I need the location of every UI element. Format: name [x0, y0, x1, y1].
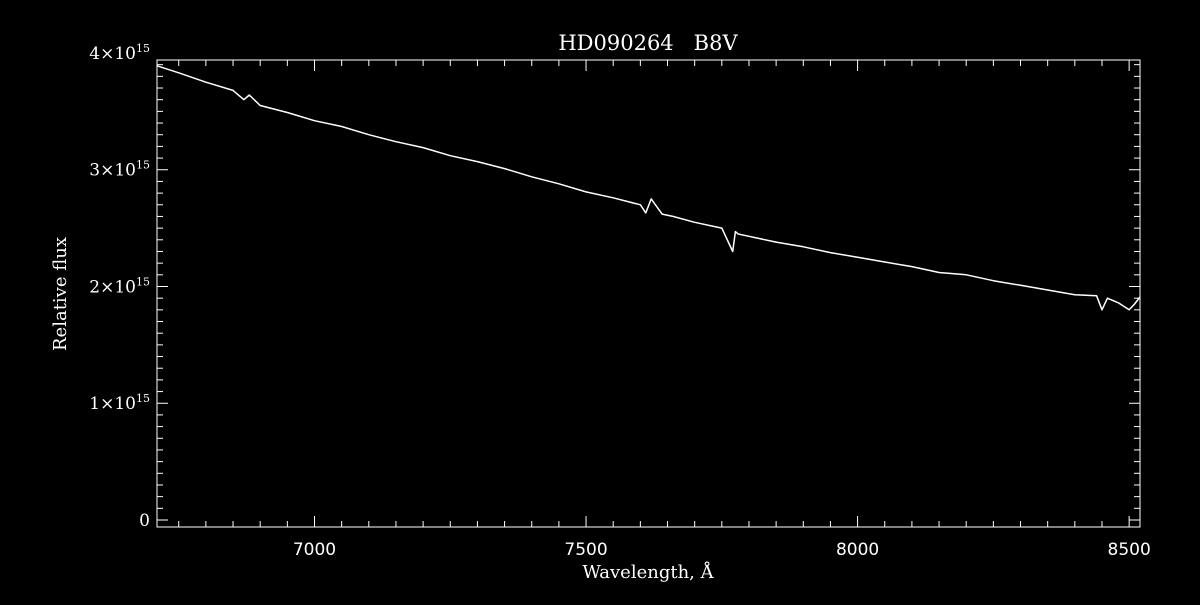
y-axis-label: Relative flux — [50, 237, 71, 351]
x-tick-label: 7000 — [293, 540, 336, 560]
y-tick-label: 2×1015 — [89, 275, 150, 297]
spectrum-line — [156, 65, 1141, 311]
plot-frame — [156, 59, 1141, 528]
y-tick-label: 3×1015 — [89, 159, 150, 181]
x-tick-label: 8500 — [1108, 540, 1151, 560]
x-tick-label: 8000 — [836, 540, 879, 560]
y-tick-label: 0 — [139, 511, 150, 531]
y-tick-label: 1×1015 — [89, 392, 150, 414]
x-axis-label: Wavelength, Å — [582, 561, 714, 583]
x-tick-label: 7500 — [564, 540, 607, 560]
chart-title: HD090264 B8V — [558, 31, 738, 55]
plot-area: 7000 7500 8000 8500 0 1×1015 2×1015 3×1015 4×101… — [89, 42, 1150, 560]
y-tick-label: 4×1015 — [89, 42, 150, 64]
